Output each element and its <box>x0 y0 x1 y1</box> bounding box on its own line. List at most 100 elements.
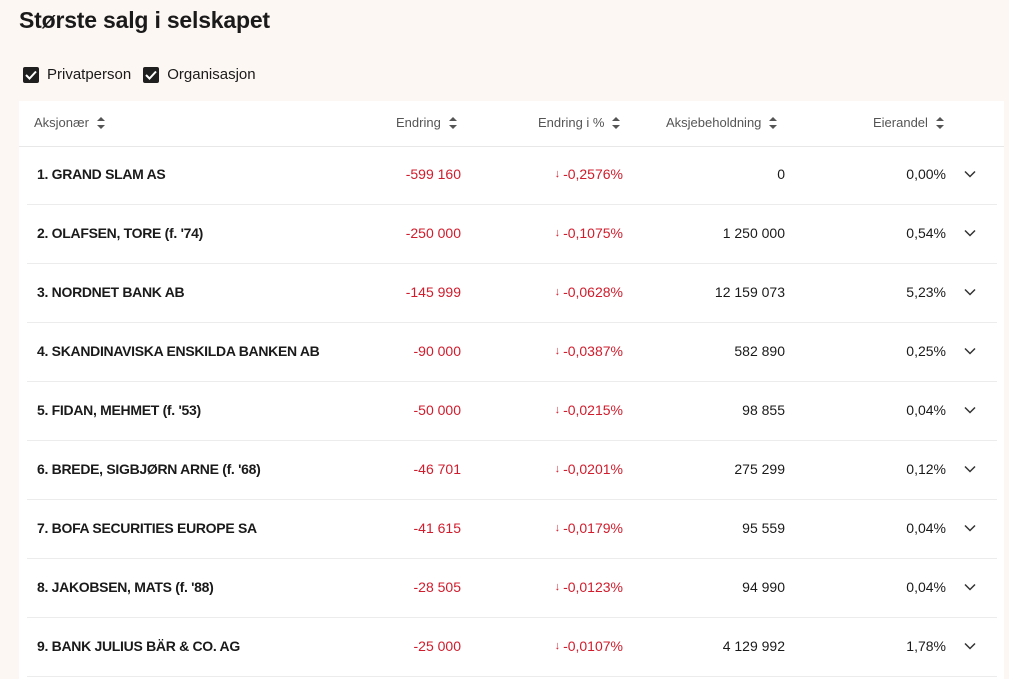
sort-icon <box>612 116 621 129</box>
shareholder-name: 6. BREDE, SIGBJØRN ARNE (f. '68) <box>37 461 261 477</box>
shareholder-name: 9. BANK JULIUS BÄR & CO. AG <box>37 638 240 654</box>
arrow-down-icon: ↓ <box>554 168 561 180</box>
holding-value: 275 299 <box>734 461 785 477</box>
ownership-value: 0,04% <box>906 402 946 418</box>
change-value: -145 999 <box>405 284 461 300</box>
filter-label: Organisasjon <box>167 66 256 83</box>
chevron-down-icon[interactable] <box>964 583 976 591</box>
change-value: -41 615 <box>413 520 461 536</box>
shareholder-name: 2. OLAFSEN, TORE (f. '74) <box>37 225 203 241</box>
sort-ownership[interactable]: Eierandel <box>873 115 945 130</box>
change-value: -50 000 <box>413 402 461 418</box>
sort-icon <box>935 116 944 129</box>
column-header-holding: Aksjebeholdning <box>666 115 762 130</box>
checkmark-icon <box>145 70 157 80</box>
ownership-value: 5,23% <box>906 284 946 300</box>
filter-organisasjon[interactable]: Organisasjon <box>143 66 256 83</box>
sales-table: Aksjonær Endring Endring i % Aksjebehold… <box>19 101 1004 679</box>
change-pct-cell: ↓ -0,0179% <box>555 520 623 536</box>
holding-value: 0 <box>777 166 785 182</box>
ownership-value: 0,04% <box>906 520 946 536</box>
chevron-down-icon[interactable] <box>964 347 976 355</box>
ownership-value: 0,12% <box>906 461 946 477</box>
holding-value: 4 129 992 <box>722 638 785 654</box>
ownership-value: 0,54% <box>906 225 946 241</box>
shareholder-name: 7. BOFA SECURITIES EUROPE SA <box>37 520 257 536</box>
table-row[interactable]: 3. NORDNET BANK AB -145 999 ↓ -0,0628% 12… <box>27 264 997 323</box>
shareholder-name: 4. SKANDINAVISKA ENSKILDA BANKEN AB <box>37 343 320 359</box>
change-pct-value: -0,1075% <box>563 225 623 241</box>
holding-value: 98 855 <box>742 402 785 418</box>
table-row[interactable]: 7. BOFA SECURITIES EUROPE SA -41 615 ↓ -0… <box>27 500 997 559</box>
chevron-down-icon[interactable] <box>964 406 976 414</box>
change-pct-cell: ↓ -0,2576% <box>555 166 623 182</box>
arrow-down-icon: ↓ <box>554 581 561 593</box>
sort-icon <box>769 116 778 129</box>
table-row[interactable]: 2. OLAFSEN, TORE (f. '74) -250 000 ↓ -0,1… <box>27 205 997 264</box>
change-value: -599 160 <box>405 166 461 182</box>
sort-change-pct[interactable]: Endring i % <box>538 115 621 130</box>
filter-group: Privatperson Organisasjon <box>23 66 268 83</box>
sort-shareholder[interactable]: Aksjonær <box>34 115 106 130</box>
column-header-change: Endring <box>396 115 441 130</box>
sort-icon <box>96 116 105 129</box>
holding-value: 94 990 <box>742 579 785 595</box>
arrow-down-icon: ↓ <box>554 404 561 416</box>
change-pct-cell: ↓ -0,0123% <box>555 579 623 595</box>
arrow-down-icon: ↓ <box>554 345 561 357</box>
chevron-down-icon[interactable] <box>964 524 976 532</box>
holding-value: 95 559 <box>742 520 785 536</box>
table-row[interactable]: 5. FIDAN, MEHMET (f. '53) -50 000 ↓ -0,02… <box>27 382 997 441</box>
change-pct-cell: ↓ -0,0628% <box>555 284 623 300</box>
page-title: Største salg i selskapet <box>19 7 270 33</box>
change-pct-cell: ↓ -0,0215% <box>555 402 623 418</box>
chevron-down-icon[interactable] <box>964 229 976 237</box>
ownership-value: 0,00% <box>906 166 946 182</box>
checkmark-icon <box>25 70 37 80</box>
chevron-down-icon[interactable] <box>964 642 976 650</box>
arrow-down-icon: ↓ <box>554 227 561 239</box>
change-pct-cell: ↓ -0,0387% <box>555 343 623 359</box>
change-pct-cell: ↓ -0,1075% <box>555 225 623 241</box>
change-value: -250 000 <box>405 225 461 241</box>
table-header: Aksjonær Endring Endring i % Aksjebehold… <box>19 101 1004 147</box>
arrow-down-icon: ↓ <box>554 522 561 534</box>
change-pct-value: -0,0107% <box>563 638 623 654</box>
holding-value: 12 159 073 <box>714 284 785 300</box>
shareholder-name: 5. FIDAN, MEHMET (f. '53) <box>37 402 201 418</box>
change-pct-value: -0,0387% <box>563 343 623 359</box>
ownership-value: 0,04% <box>906 579 946 595</box>
chevron-down-icon[interactable] <box>964 465 976 473</box>
change-pct-value: -0,0201% <box>563 461 623 477</box>
checkbox-privatperson[interactable] <box>23 66 39 83</box>
column-header-change-pct: Endring i % <box>538 115 605 130</box>
change-pct-value: -0,0123% <box>563 579 623 595</box>
shareholder-name: 1. GRAND SLAM AS <box>37 166 166 182</box>
change-pct-cell: ↓ -0,0201% <box>555 461 623 477</box>
holding-value: 582 890 <box>734 343 785 359</box>
filter-privatperson[interactable]: Privatperson <box>23 66 131 83</box>
table-row[interactable]: 6. BREDE, SIGBJØRN ARNE (f. '68) -46 701… <box>27 441 997 500</box>
chevron-down-icon[interactable] <box>964 170 976 178</box>
table-row[interactable]: 4. SKANDINAVISKA ENSKILDA BANKEN AB -90 … <box>27 323 997 382</box>
checkbox-organisasjon[interactable] <box>143 66 160 83</box>
chevron-down-icon[interactable] <box>964 288 976 296</box>
table-row[interactable]: 9. BANK JULIUS BÄR & CO. AG -25 000 ↓ -0,… <box>27 618 997 677</box>
sort-icon <box>448 116 457 129</box>
change-value: -90 000 <box>413 343 461 359</box>
change-pct-value: -0,0179% <box>563 520 623 536</box>
change-value: -25 000 <box>413 638 461 654</box>
ownership-value: 0,25% <box>906 343 946 359</box>
holding-value: 1 250 000 <box>722 225 785 241</box>
column-header-ownership: Eierandel <box>873 115 928 130</box>
sort-holding[interactable]: Aksjebeholdning <box>666 115 778 130</box>
table-row[interactable]: 1. GRAND SLAM AS -599 160 ↓ -0,2576% 0 0,… <box>27 146 997 205</box>
arrow-down-icon: ↓ <box>554 640 561 652</box>
change-value: -28 505 <box>413 579 461 595</box>
sort-change[interactable]: Endring <box>396 115 458 130</box>
shareholder-name: 3. NORDNET BANK AB <box>37 284 185 300</box>
change-pct-cell: ↓ -0,0107% <box>555 638 623 654</box>
change-pct-value: -0,2576% <box>563 166 623 182</box>
table-row[interactable]: 8. JAKOBSEN, MATS (f. '88) -28 505 ↓ -0,0… <box>27 559 997 618</box>
change-pct-value: -0,0215% <box>563 402 623 418</box>
